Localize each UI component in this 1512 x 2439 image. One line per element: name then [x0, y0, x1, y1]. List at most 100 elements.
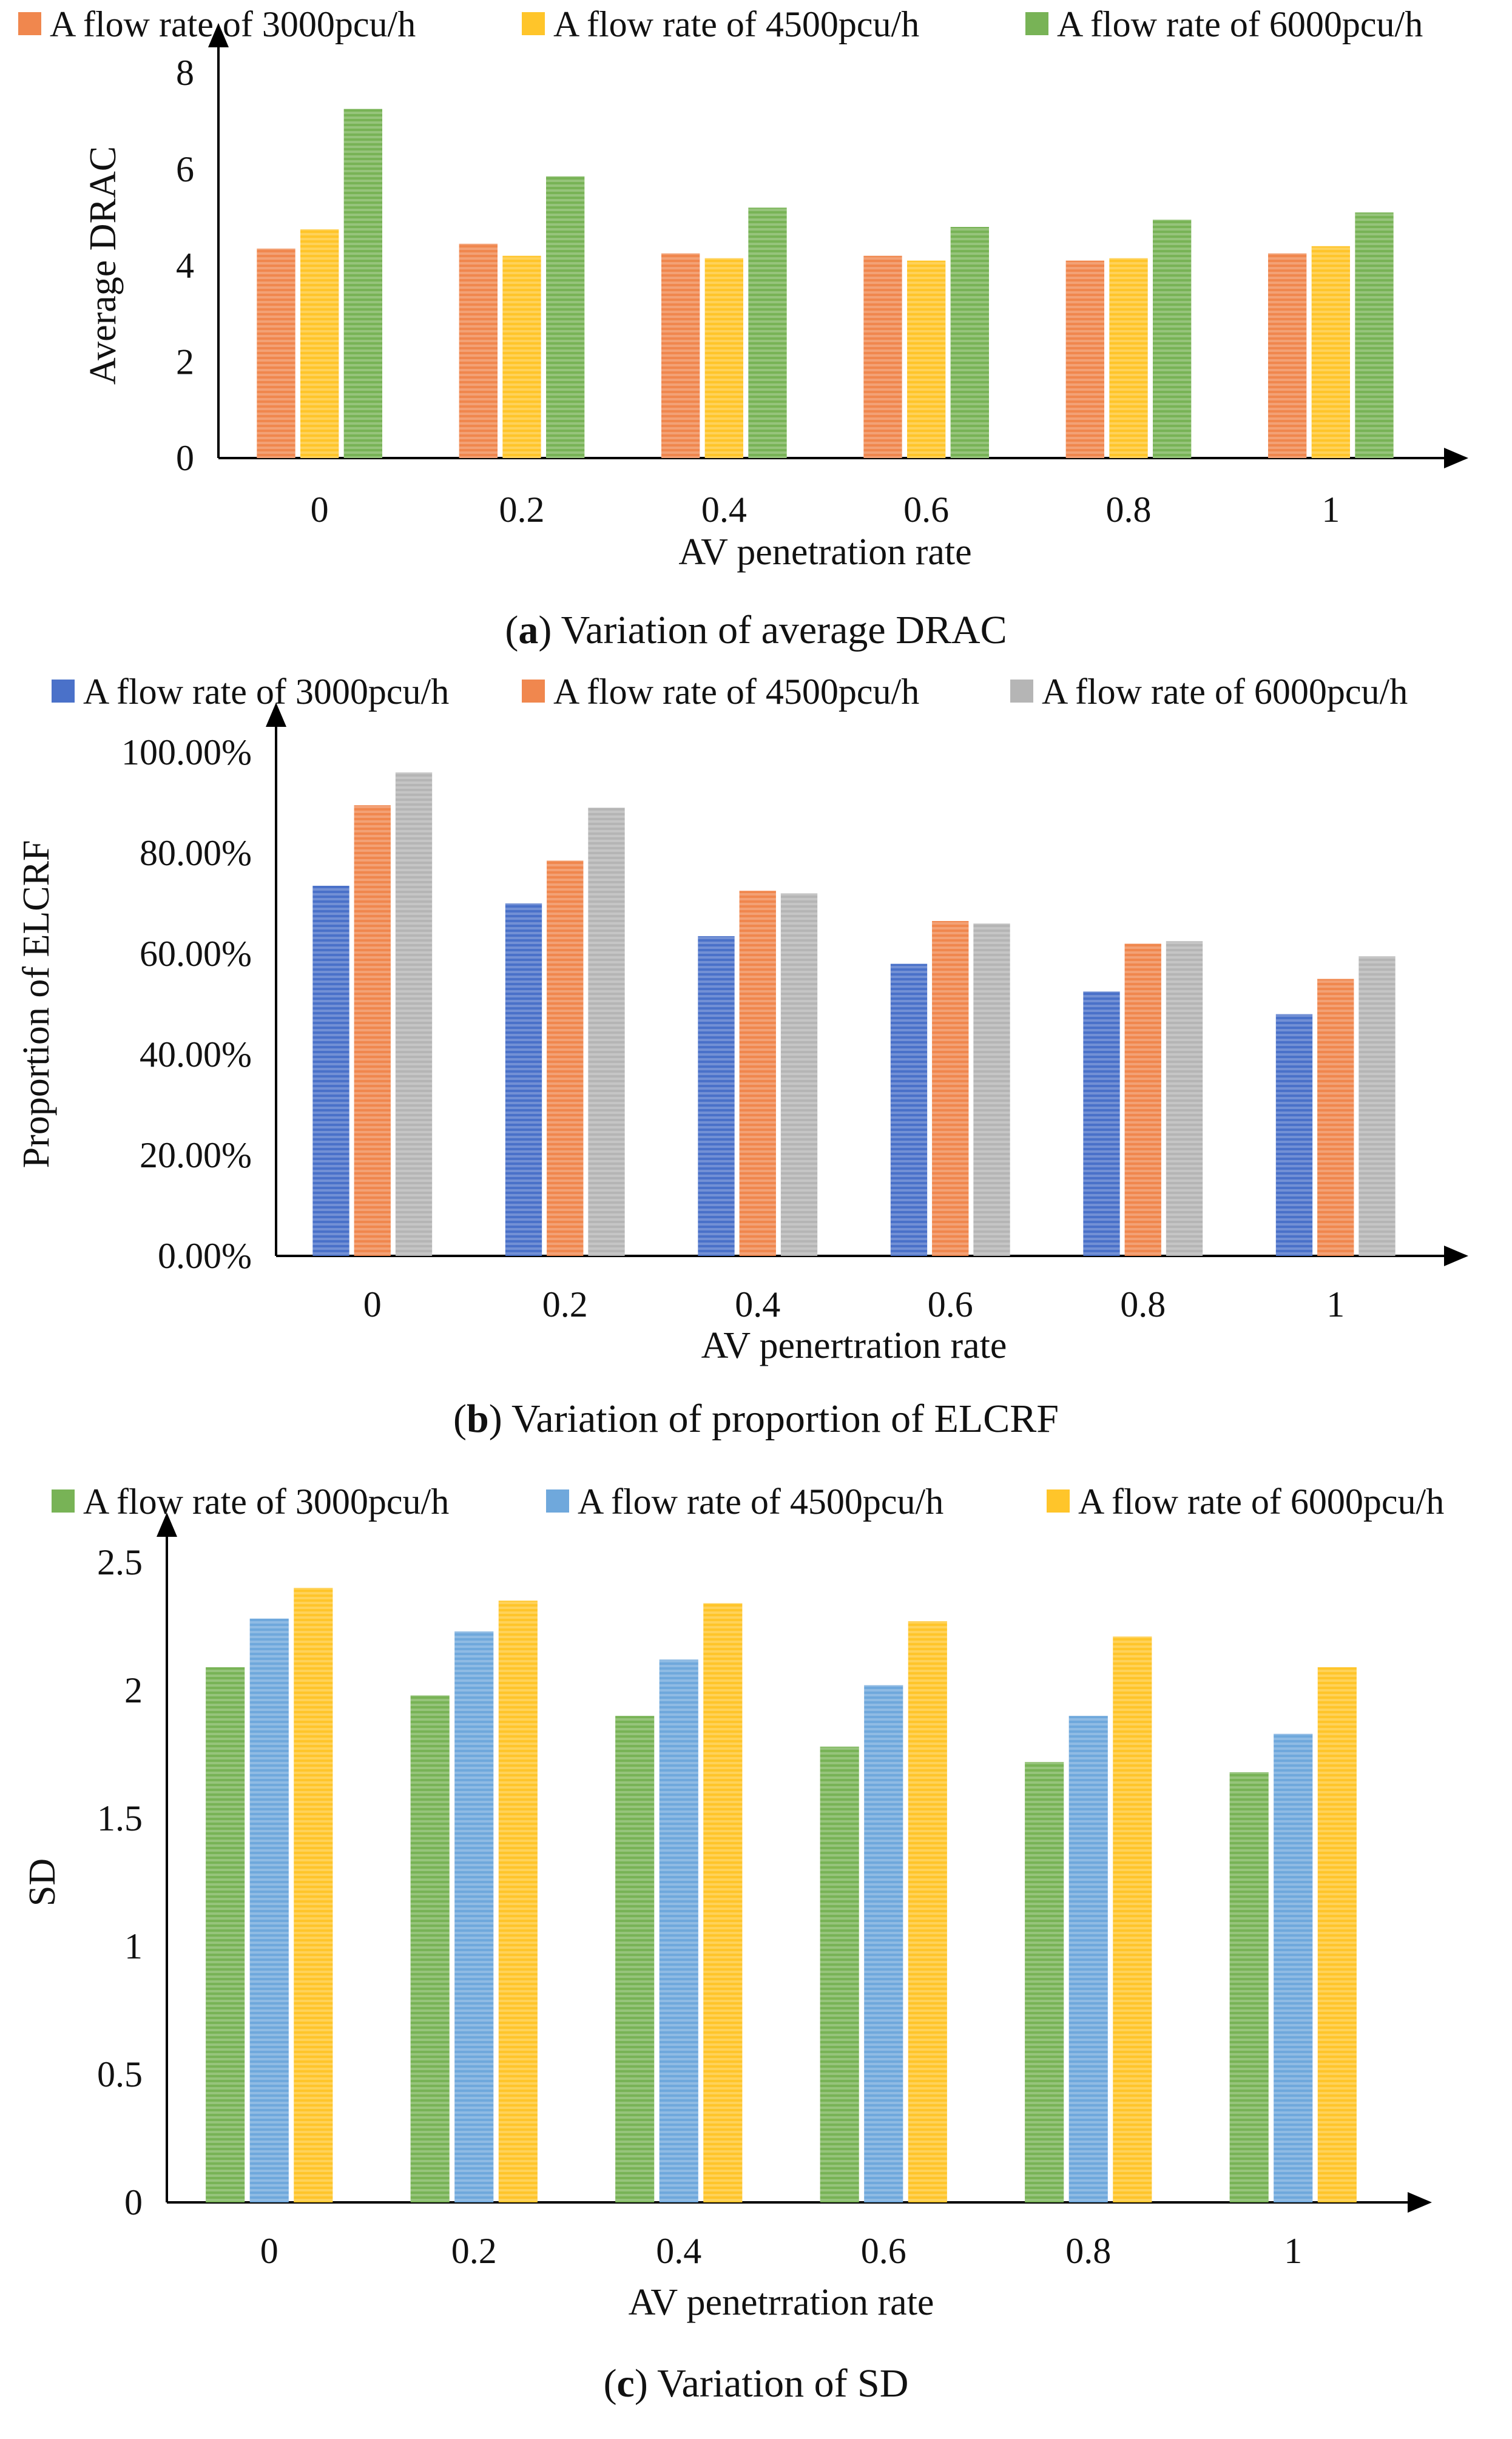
bar-texture — [505, 903, 542, 1256]
x-tick-label: 0.8 — [1120, 1284, 1166, 1324]
x-tick-label: 0.8 — [1106, 490, 1152, 530]
y-axis-title: Proportion of ELCRF — [16, 840, 57, 1169]
bar-texture — [739, 891, 776, 1256]
bar-texture — [950, 227, 989, 458]
figure-caption: (c) Variation of SD — [604, 2361, 909, 2406]
x-tick-label: 0 — [260, 2231, 278, 2271]
bar-texture — [395, 772, 433, 1256]
bar-texture — [1317, 1667, 1357, 2202]
legend-label-3: A flow rate of 6000pcu/h — [1042, 672, 1408, 712]
y-tick-label: 100.00% — [121, 732, 252, 772]
x-tick-label: 0.6 — [861, 2231, 906, 2271]
bar-texture — [1355, 212, 1394, 458]
bar-texture — [748, 207, 787, 458]
y-tick-label: 4 — [176, 246, 194, 286]
bar-texture — [698, 936, 735, 1256]
legend-label-2: A flow rate of 4500pcu/h — [578, 1482, 943, 1522]
x-tick-label: 1 — [1284, 2231, 1302, 2271]
x-tick-label: 1 — [1326, 1284, 1345, 1324]
x-tick-label: 0.2 — [499, 490, 545, 530]
bar-texture — [249, 1618, 289, 2202]
y-axis-arrow-icon — [266, 703, 286, 727]
y-tick-label: 0.00% — [158, 1236, 252, 1276]
bar-texture — [864, 1685, 903, 2202]
legend-swatch-2 — [546, 1489, 569, 1513]
bar-texture — [932, 921, 969, 1256]
bar-texture — [1317, 979, 1354, 1256]
x-axis-title: AV penertration rate — [701, 1325, 1007, 1366]
bar-texture — [410, 1695, 450, 2202]
bar-texture — [661, 253, 700, 458]
y-tick-label: 2 — [124, 1670, 143, 1710]
bar-texture — [1358, 956, 1396, 1256]
legend-label-2: A flow rate of 4500pcu/h — [553, 672, 919, 712]
x-tick-label: 0 — [363, 1284, 382, 1324]
bar-texture — [820, 1746, 859, 2202]
bar-texture — [703, 1603, 743, 2202]
y-tick-label: 60.00% — [140, 934, 252, 974]
chart-panel-c: A flow rate of 3000pcu/h A flow rate of 4… — [22, 1482, 1444, 2406]
legend-label-3: A flow rate of 6000pcu/h — [1057, 4, 1423, 44]
legend-swatch-3 — [1047, 1489, 1070, 1513]
bar-texture — [206, 1667, 245, 2202]
bar-texture — [907, 260, 946, 458]
bar-texture — [1025, 1762, 1064, 2202]
y-axis-arrow-icon — [208, 23, 229, 47]
bar-texture — [354, 805, 391, 1256]
x-tick-label: 0.6 — [928, 1284, 973, 1324]
legend-label-2: A flow rate of 4500pcu/h — [553, 4, 919, 44]
y-tick-label: 0 — [176, 438, 194, 478]
legend-swatch-2 — [522, 680, 545, 703]
bar-texture — [1109, 258, 1148, 458]
bar-texture — [863, 255, 902, 458]
bar-texture — [1083, 991, 1120, 1256]
bar-texture — [615, 1716, 655, 2202]
caption-text: Variation of proportion of ELCRF — [511, 1397, 1059, 1441]
bar-texture — [459, 243, 498, 458]
caption-text: Variation of SD — [657, 2361, 908, 2406]
x-tick-label: 0.8 — [1065, 2231, 1111, 2271]
y-tick-label: 20.00% — [140, 1135, 252, 1175]
bar-texture — [1113, 1636, 1152, 2202]
x-axis-arrow-icon — [1408, 2192, 1432, 2213]
y-tick-label: 2 — [176, 342, 194, 382]
legend-swatch-1 — [52, 680, 75, 703]
x-tick-label: 1 — [1321, 490, 1340, 530]
legend-swatch-3 — [1010, 680, 1033, 703]
legend-swatch-1 — [18, 12, 41, 35]
bar-texture — [1153, 220, 1192, 458]
legend-label-1: A flow rate of 3000pcu/h — [83, 672, 449, 712]
legend-swatch-3 — [1025, 12, 1048, 35]
bar-texture — [454, 1631, 494, 2202]
bar-texture — [294, 1588, 333, 2202]
figure-caption: (b) Variation of proportion of ELCRF — [453, 1397, 1059, 1441]
x-axis-title: AV penetrration rate — [629, 2282, 934, 2323]
y-tick-label: 0.5 — [97, 2054, 143, 2094]
y-tick-label: 0 — [124, 2182, 143, 2222]
caption-letter: a — [518, 608, 538, 652]
y-tick-label: 2.5 — [97, 1542, 143, 1582]
legend-label-1: A flow rate of 3000pcu/h — [50, 4, 416, 44]
chart-panel-a: A flow rate of 3000pcu/h A flow rate of 4… — [18, 4, 1468, 652]
y-axis-arrow-icon — [157, 1513, 177, 1537]
caption-letter: b — [467, 1397, 489, 1441]
bar-texture — [1268, 253, 1307, 458]
y-tick-label: 1 — [124, 1926, 143, 1966]
bar-texture — [780, 893, 818, 1256]
chart-panel-b: A flow rate of 3000pcu/h A flow rate of 4… — [16, 672, 1468, 1441]
caption-text: Variation of average DRAC — [561, 608, 1007, 652]
legend-label-3: A flow rate of 6000pcu/h — [1078, 1482, 1444, 1522]
x-tick-label: 0.2 — [542, 1284, 588, 1324]
bar-texture — [547, 860, 584, 1256]
legend-swatch-2 — [522, 12, 545, 35]
x-tick-label: 0.4 — [656, 2231, 701, 2271]
bar-texture — [312, 885, 349, 1256]
bar-texture — [908, 1621, 947, 2202]
bar-texture — [300, 229, 339, 458]
bar-texture — [546, 176, 585, 458]
bar-texture — [502, 255, 541, 458]
legend-swatch-1 — [52, 1489, 75, 1513]
x-tick-label: 0.4 — [701, 490, 747, 530]
y-tick-label: 8 — [176, 53, 194, 93]
